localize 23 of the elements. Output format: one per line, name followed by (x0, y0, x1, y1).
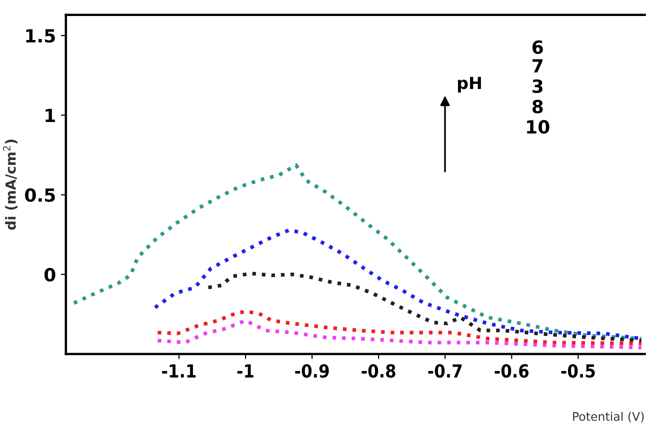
x-tick-label: -0.8 (362, 364, 396, 378)
y-tick-label: 0.5 (25, 188, 55, 202)
line-series (156, 310, 644, 346)
y-tick-label: 0 (44, 268, 56, 282)
line-series (206, 272, 644, 342)
x-tick-label: -0.9 (295, 364, 329, 378)
x-tick-label: -1.1 (162, 364, 196, 378)
x-tick-label: -1 (237, 364, 254, 378)
line-series (156, 318, 644, 350)
x-tick-label: -0.7 (428, 364, 462, 378)
annotation: 10 (527, 120, 550, 134)
line-series (72, 163, 644, 340)
annotation: 7 (532, 59, 542, 72)
annotation: 6 (532, 40, 543, 54)
x-tick-label: -0.5 (561, 364, 595, 378)
y-axis-title: di (mA/cm$^{2}$) (3, 140, 18, 230)
y-tick-label: 1 (46, 108, 55, 122)
annotation: 3 (532, 79, 542, 94)
x-tick-label: -0.6 (494, 364, 529, 378)
x-axis-title: Potential (V) (573, 412, 644, 422)
annotation: 8 (532, 100, 543, 114)
y-tick-label: 1.5 (26, 29, 55, 43)
annotation: pH (458, 76, 481, 92)
